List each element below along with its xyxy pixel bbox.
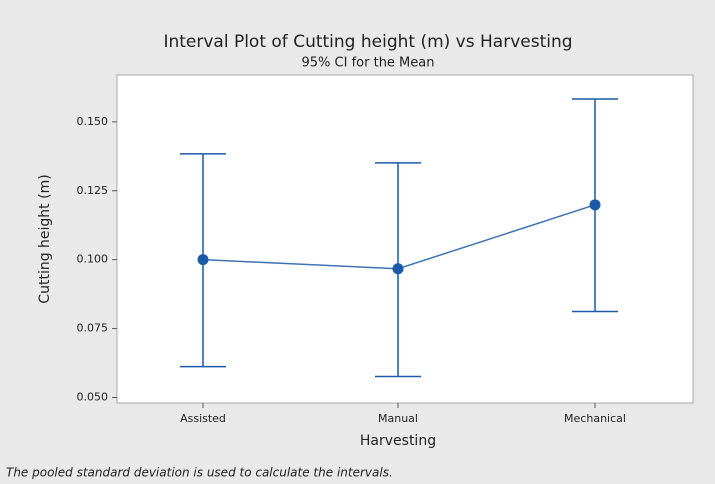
y-tick-label: 0.050	[77, 390, 109, 403]
x-tick-label: Mechanical	[564, 412, 626, 425]
mean-marker	[197, 254, 209, 266]
y-tick-label: 0.125	[77, 184, 109, 197]
mean-marker	[392, 263, 404, 275]
chart-subtitle: 95% CI for the Mean	[302, 56, 435, 71]
plot-area	[116, 74, 694, 404]
y-tick-label: 0.150	[77, 115, 109, 128]
chart-title: Interval Plot of Cutting height (m) vs H…	[163, 32, 572, 52]
y-axis-label: Cutting height (m)	[37, 174, 53, 303]
y-tick-label: 0.100	[77, 253, 109, 266]
mean-marker	[589, 199, 601, 211]
x-axis-label: Harvesting	[360, 433, 436, 449]
x-tick-label: Manual	[378, 412, 418, 425]
x-tick-label: Assisted	[180, 412, 226, 425]
footnote: The pooled standard deviation is used to…	[6, 466, 393, 480]
y-tick-label: 0.075	[77, 322, 109, 335]
